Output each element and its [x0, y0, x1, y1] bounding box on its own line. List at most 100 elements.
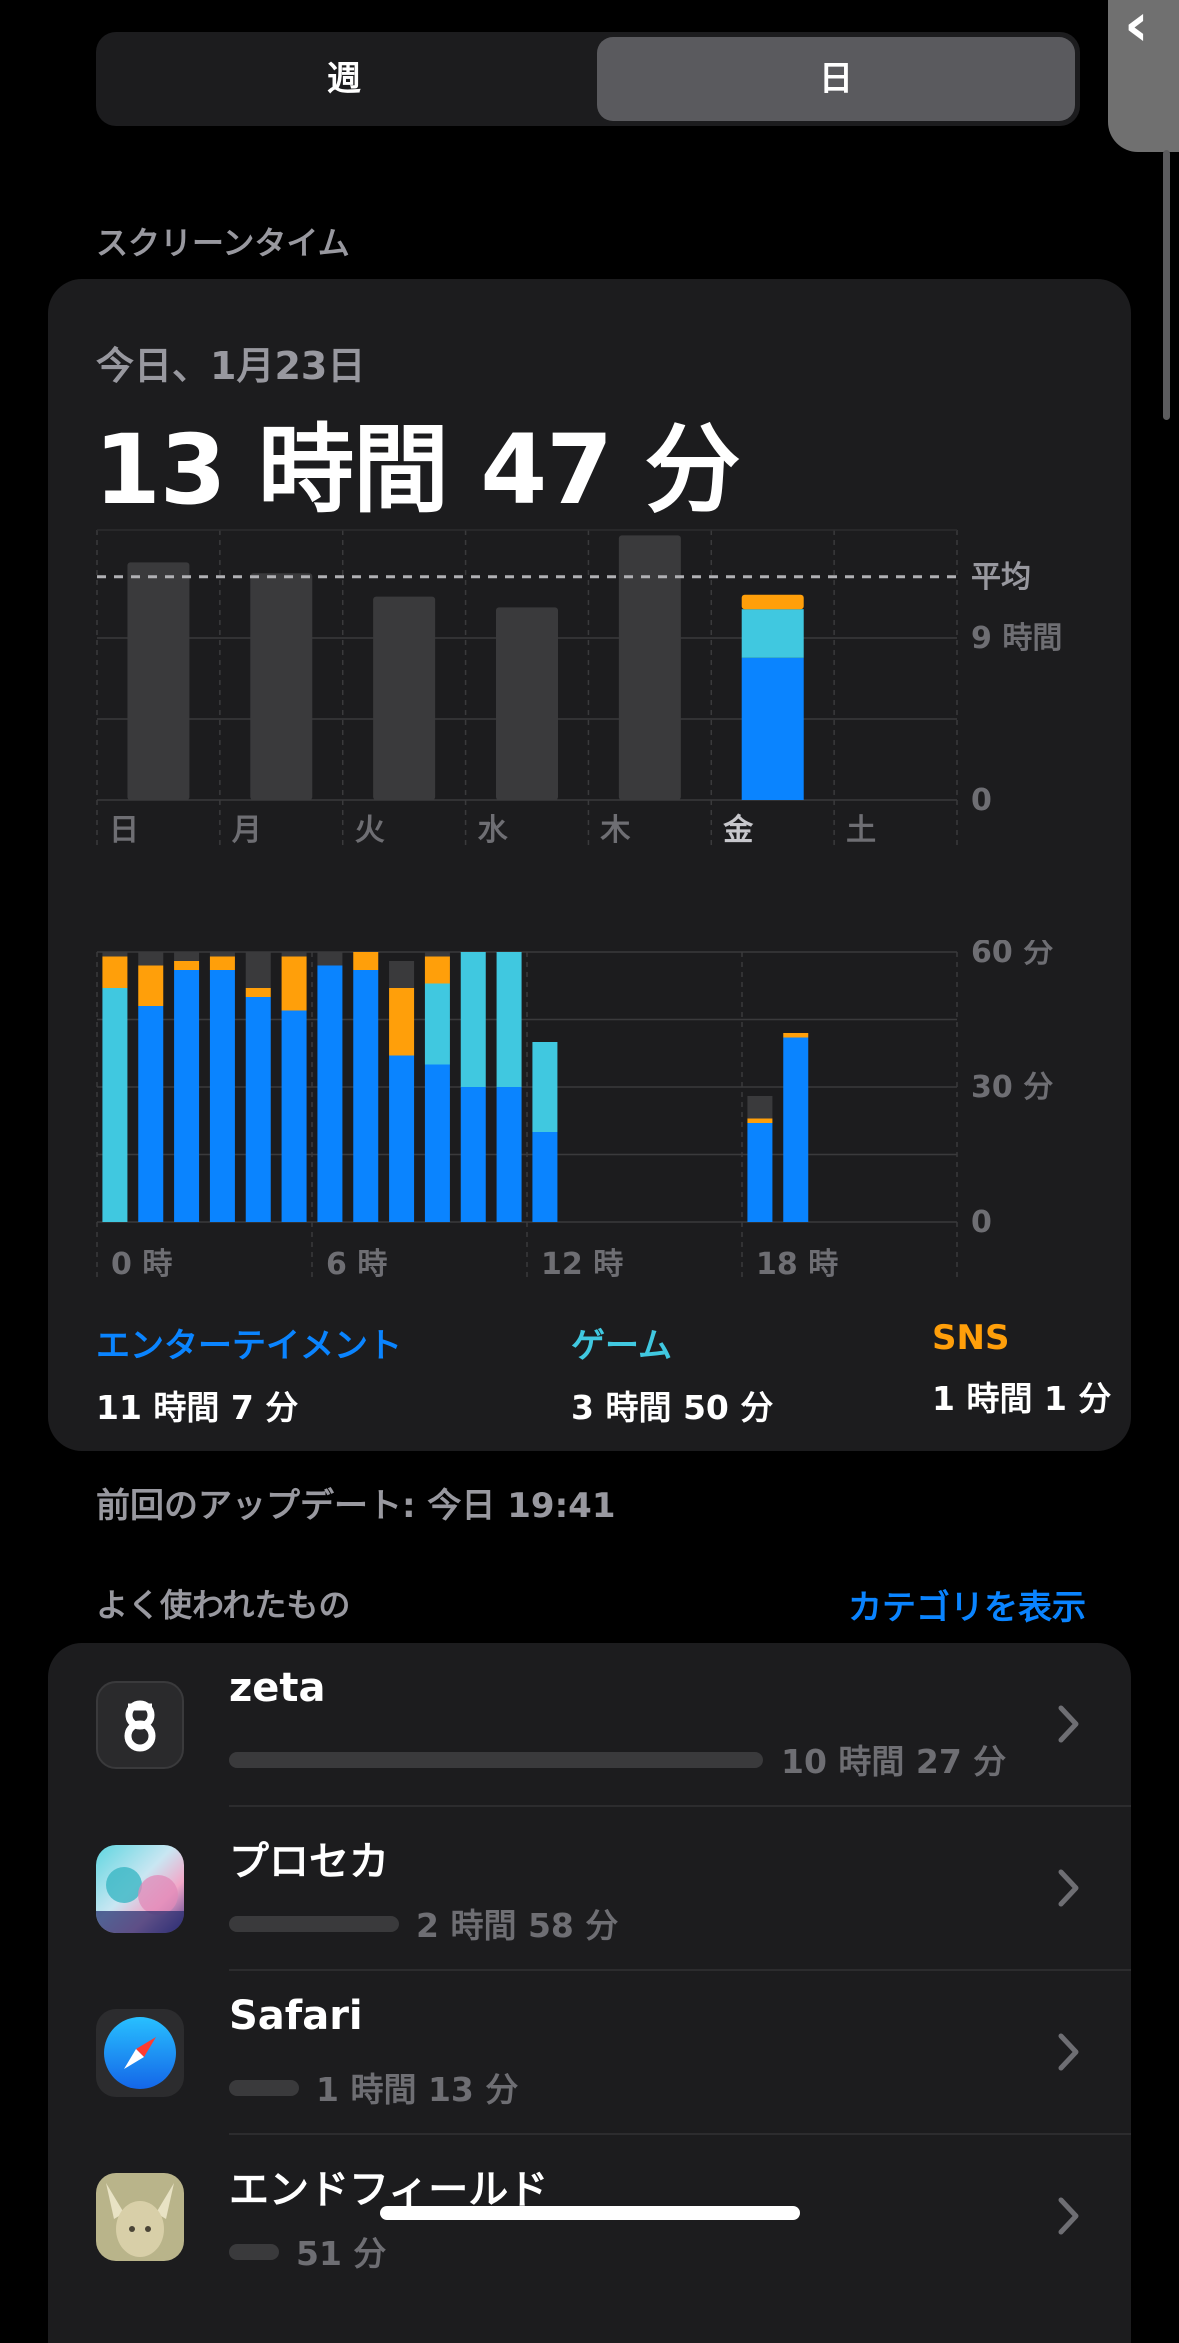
legend-games-time: 3 時間 50 分: [571, 1388, 774, 1427]
bar-金: [741, 657, 804, 800]
app-row-safari[interactable]: Safari 1 時間 13 分: [48, 1971, 1131, 2135]
show-categories-link[interactable]: カテゴリを表示: [848, 1588, 1086, 1628]
home-indicator: [380, 2206, 800, 2220]
hour-bar-9: [424, 952, 450, 957]
app-row-zeta[interactable]: zeta 10 時間 27 分: [48, 1643, 1131, 1807]
hour-bar-7: [353, 970, 379, 1222]
app-row-project-sekai[interactable]: プロセカ 2 時間 58 分: [48, 1807, 1131, 1971]
side-panel-tab[interactable]: [1108, 0, 1179, 152]
period-segmented-control: 週 日: [96, 32, 1080, 126]
segment-day[interactable]: 日: [597, 37, 1075, 121]
chevron-right-icon: [1058, 1869, 1079, 1907]
x-tick-label: 12 時: [541, 1247, 623, 1280]
scrollbar[interactable]: [1163, 150, 1170, 420]
usage-bar: [229, 1752, 763, 1768]
hour-bar-18: [747, 1096, 773, 1119]
x-tick-label: 土: [846, 813, 876, 848]
chevron-right-icon: [1058, 2033, 1079, 2071]
safari-app-icon: [96, 2009, 184, 2097]
legend-social-label: SNS: [932, 1318, 1010, 1358]
hour-bar-4: [245, 988, 271, 997]
hour-bar-8: [389, 1055, 415, 1222]
app-name: プロセカ: [229, 1839, 389, 1885]
row-divider: [229, 1969, 1131, 1971]
usage-bar: [229, 1916, 399, 1932]
y-tick-label: 9 時間: [971, 621, 1062, 656]
hour-bar-4: [245, 952, 271, 988]
hourly-usage-chart: 0 時 6 時 12 時 18 時 60 分 30 分 0: [96, 940, 1053, 1280]
section-title-most-used: よく使われたもの: [96, 1586, 351, 1624]
hour-bar-1: [138, 952, 164, 966]
hour-bar-18: [747, 1118, 773, 1123]
x-tick-label: 水: [478, 813, 509, 848]
bar-水: [496, 607, 558, 800]
hour-bar-2: [174, 952, 200, 961]
app-usage-time: 1 時間 13 分: [316, 2070, 519, 2109]
hour-bar-0: [102, 952, 128, 957]
hour-bar-8: [389, 961, 415, 988]
app-name: Safari: [229, 1993, 363, 2039]
x-tick-label: 0 時: [111, 1247, 172, 1280]
app-name: zeta: [229, 1665, 326, 1711]
hour-bar-10: [460, 1087, 486, 1222]
hour-bar-9: [424, 983, 450, 1065]
x-tick-label: 金: [722, 813, 754, 848]
app-usage-time: 51 分: [296, 2234, 387, 2273]
weekly-usage-chart: 日 月 火 水 木 金 土 平均 9 時間 0: [96, 529, 1062, 850]
app-usage-time: 10 時間 27 分: [781, 1742, 1007, 1781]
bar-月: [250, 573, 313, 800]
bar-日: [127, 562, 190, 800]
row-divider: [229, 2133, 1131, 2135]
hour-bar-12: [532, 1042, 558, 1132]
app-usage-time: 2 時間 58 分: [416, 1906, 619, 1945]
project-sekai-app-icon: [96, 1845, 184, 1933]
x-tick-label: 18 時: [756, 1247, 838, 1280]
hour-bar-11: [496, 1087, 522, 1222]
x-tick-label: 木: [599, 813, 630, 848]
usage-bar: [229, 2080, 299, 2096]
hour-bar-0: [102, 956, 128, 988]
hour-bar-19: [783, 1037, 809, 1222]
hour-bar-9: [424, 1064, 450, 1222]
hour-bar-8: [389, 988, 415, 1056]
hour-bar-10: [460, 952, 486, 1087]
chevron-right-icon: [1058, 2197, 1079, 2235]
hour-bar-2: [174, 970, 200, 1222]
y-tick-label: 0: [971, 783, 992, 818]
last-updated-text: 前回のアップデート: 今日 19:41: [96, 1486, 616, 1526]
legend-entertainment-label: エンターテイメント: [96, 1326, 402, 1366]
x-tick-label: 月: [232, 813, 262, 848]
row-divider: [229, 1805, 1131, 1807]
hour-bar-1: [138, 1006, 164, 1222]
bar-金: [741, 609, 804, 658]
hour-bar-3: [209, 952, 235, 957]
segment-week[interactable]: 週: [327, 59, 361, 99]
y-tick-label: 0: [971, 1205, 992, 1240]
legend-social: SNS 1 時間 1 分: [932, 1318, 1111, 1420]
bar-金: [741, 594, 804, 610]
hour-bar-5: [281, 1010, 307, 1222]
date-label: 今日、1月23日: [96, 344, 366, 388]
hour-bar-1: [138, 965, 164, 1006]
section-title-screen-time: スクリーンタイム: [96, 224, 350, 262]
hour-bar-3: [209, 956, 235, 970]
hour-bar-7: [353, 952, 379, 970]
usage-bar: [229, 2244, 279, 2260]
chevron-left-icon: ‹: [1124, 0, 1149, 60]
screen-time-card: [48, 279, 1131, 1451]
hour-bar-3: [209, 970, 235, 1222]
x-tick-label: 火: [355, 813, 385, 848]
hour-bar-6: [317, 965, 343, 1222]
y-tick-label: 平均: [971, 560, 1031, 595]
legend-games-label: ゲーム: [571, 1326, 672, 1366]
bar-火: [373, 596, 436, 800]
chevron-right-icon: [1058, 1705, 1079, 1743]
hour-bar-12: [532, 1132, 558, 1222]
x-tick-label: 6 時: [326, 1247, 387, 1280]
app-name: エンドフィールド: [229, 2167, 549, 2213]
zeta-app-icon: [96, 1681, 184, 1769]
hour-bar-4: [245, 997, 271, 1222]
hour-bar-9: [424, 956, 450, 984]
total-screen-time: 13 時間 47 分: [94, 414, 740, 526]
endfield-app-icon: [96, 2173, 184, 2261]
